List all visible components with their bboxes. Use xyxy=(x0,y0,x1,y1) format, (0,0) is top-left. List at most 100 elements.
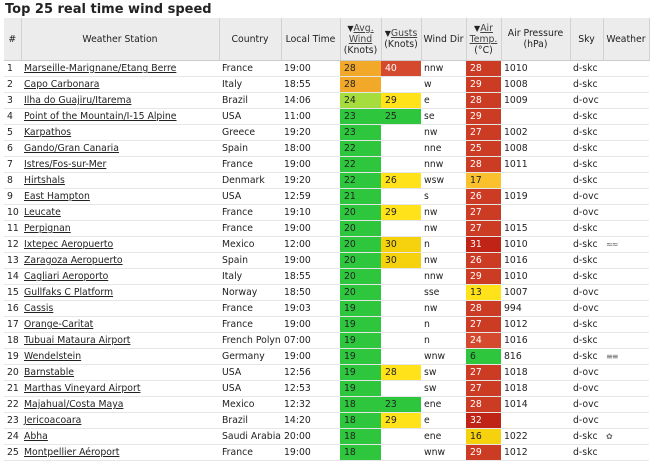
station-link[interactable]: Cagliari Aeroporto xyxy=(24,271,109,282)
air-pressure-cell: 1018 xyxy=(501,380,570,397)
gusts-cell: 28 xyxy=(381,364,421,381)
header-avg-wind[interactable]: ▼Avg. Wind (Knots) xyxy=(340,18,382,61)
air-pressure-cell: 1008 xyxy=(501,76,570,93)
air-temp-cell: 29 xyxy=(466,108,501,125)
wind-dir-cell: nw xyxy=(421,124,466,141)
air-temp-cell: 27 xyxy=(466,316,501,333)
header-avg-wind-unit: (Knots) xyxy=(343,44,378,56)
station-link[interactable]: Gullfaks C Platform xyxy=(24,287,114,298)
sort-desc-icon: ▼ xyxy=(347,23,354,33)
sky-cell: d-skc xyxy=(570,268,603,285)
row-rank: 16 xyxy=(4,300,21,317)
local-time-cell: 12:32 xyxy=(281,396,340,413)
station-cell: East Hampton xyxy=(21,188,219,205)
row-rank: 17 xyxy=(4,316,21,333)
country-cell: France xyxy=(219,444,281,461)
station-link[interactable]: Capo Carbonara xyxy=(24,79,100,90)
table-row: 10 Leucate France 19:10 20 29 nw 27 d-ovc xyxy=(4,204,649,221)
header-avg-wind-line1: Avg. xyxy=(353,22,374,34)
header-gusts[interactable]: ▼Gusts (Knots) xyxy=(381,18,422,61)
air-pressure-cell xyxy=(501,412,570,429)
avg-wind-cell: 22 xyxy=(340,140,381,157)
weather-icon xyxy=(603,60,649,77)
gusts-cell: 30 xyxy=(381,236,421,253)
table-row: 21 Marthas Vineyard Airport USA 12:53 19 sw 27… xyxy=(4,380,649,397)
station-link[interactable]: Orange-Caritat xyxy=(24,319,94,330)
station-link[interactable]: Gando/Gran Canaria xyxy=(24,143,119,154)
air-pressure-cell: 1018 xyxy=(501,364,570,381)
local-time-cell: 14:06 xyxy=(281,92,340,109)
country-cell: France xyxy=(219,156,281,173)
table-row: 19 Wendelstein Germany 19:00 19 wnw 6 816 d-skc ≡… xyxy=(4,348,649,365)
country-cell: Italy xyxy=(219,268,281,285)
station-link[interactable]: Ixtepec Aeropuerto xyxy=(24,239,114,250)
avg-wind-cell: 18 xyxy=(340,428,381,445)
station-link[interactable]: Karpathos xyxy=(24,127,72,138)
air-temp-cell: 26 xyxy=(466,252,501,269)
station-link[interactable]: Tubuai Mataura Airport xyxy=(24,335,131,346)
sky-cell: d-skc xyxy=(570,428,603,445)
country-cell: France xyxy=(219,316,281,333)
station-link[interactable]: Barnstable xyxy=(24,367,75,378)
air-temp-cell: 27 xyxy=(466,380,501,397)
station-link[interactable]: Abha xyxy=(24,431,48,442)
station-cell: Zaragoza Aeropuerto xyxy=(21,252,219,269)
weather-icon xyxy=(603,92,649,109)
gusts-cell xyxy=(381,188,421,205)
station-cell: Cagliari Aeroporto xyxy=(21,268,219,285)
sky-cell: d-skc xyxy=(570,332,603,349)
station-cell: Barnstable xyxy=(21,364,219,381)
header-gusts-unit: (Knots) xyxy=(384,39,418,50)
avg-wind-cell: 23 xyxy=(340,108,381,125)
station-link[interactable]: Marseille-Marignane/Etang Berre xyxy=(24,63,177,74)
local-time-cell: 19:00 xyxy=(281,316,340,333)
table-row: 7 Istres/Fos-sur-Mer France 19:00 22 nnw 28 101… xyxy=(4,156,649,173)
local-time-cell: 19:00 xyxy=(281,444,340,461)
air-pressure-cell xyxy=(501,172,570,189)
row-rank: 4 xyxy=(4,108,21,125)
wind-dir-cell: nw xyxy=(421,220,466,237)
weather-icon xyxy=(603,332,649,349)
station-link[interactable]: Jericoacoara xyxy=(24,415,82,426)
station-cell: Perpignan xyxy=(21,220,219,237)
table-row: 17 Orange-Caritat France 19:00 19 n 27 1012 d-sk… xyxy=(4,316,649,333)
row-rank: 24 xyxy=(4,428,21,445)
station-link[interactable]: Montpellier Aéroport xyxy=(24,447,120,458)
station-link[interactable]: Marthas Vineyard Airport xyxy=(24,383,141,394)
sky-cell: d-skc xyxy=(570,60,603,77)
weather-icon xyxy=(603,204,649,221)
local-time-cell: 18:55 xyxy=(281,76,340,93)
station-link[interactable]: Point of the Mountain/I-15 Alpine xyxy=(24,111,177,122)
station-cell: Ilha do Guajiru/Itarema xyxy=(21,92,219,109)
air-pressure-cell xyxy=(501,204,570,221)
weather-icon xyxy=(603,156,649,173)
station-link[interactable]: Leucate xyxy=(24,207,61,218)
station-link[interactable]: Hirtshals xyxy=(24,175,65,186)
sky-cell: d-ovc xyxy=(570,204,603,221)
gusts-cell xyxy=(381,284,421,301)
station-link[interactable]: Perpignan xyxy=(24,223,71,234)
station-link[interactable]: Wendelstein xyxy=(24,351,82,362)
header-air-pressure-unit: (hPa) xyxy=(523,39,548,50)
station-cell: Karpathos xyxy=(21,124,219,141)
wind-dir-cell: nw xyxy=(421,300,466,317)
local-time-cell: 12:59 xyxy=(281,188,340,205)
country-cell: French Polynesia xyxy=(219,332,281,349)
station-link[interactable]: Cassis xyxy=(24,303,54,314)
wind-table: # Weather Station Country Local Time ▼Av… xyxy=(4,18,650,461)
station-link[interactable]: East Hampton xyxy=(24,191,90,202)
country-cell: Norway xyxy=(219,284,281,301)
header-air-temp[interactable]: ▼Air Temp. (°C) xyxy=(466,18,502,61)
station-link[interactable]: Ilha do Guajiru/Itarema xyxy=(24,95,132,106)
station-link[interactable]: Majahual/Costa Maya xyxy=(24,399,124,410)
local-time-cell: 18:55 xyxy=(281,268,340,285)
station-cell: Marseille-Marignane/Etang Berre xyxy=(21,60,219,77)
station-link[interactable]: Zaragoza Aeropuerto xyxy=(24,255,123,266)
sky-cell: d-ovc xyxy=(570,412,603,429)
row-rank: 15 xyxy=(4,284,21,301)
sky-cell: d-skc xyxy=(570,156,603,173)
local-time-cell: 14:20 xyxy=(281,412,340,429)
station-link[interactable]: Istres/Fos-sur-Mer xyxy=(24,159,107,170)
air-temp-cell: 27 xyxy=(466,204,501,221)
